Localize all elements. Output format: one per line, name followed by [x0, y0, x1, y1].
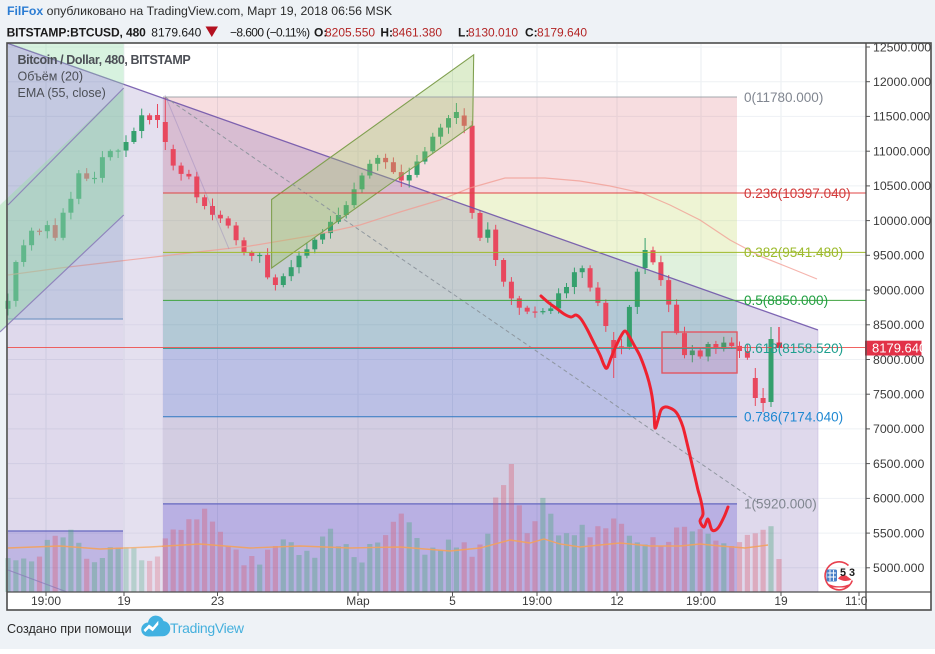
- svg-text:8000.000: 8000.000: [873, 353, 924, 367]
- svg-text:0(11780.000): 0(11780.000): [744, 90, 823, 105]
- svg-text:19:00: 19:00: [686, 594, 716, 608]
- svg-text:0.5(8850.000): 0.5(8850.000): [744, 293, 828, 308]
- svg-text:O:: O:: [314, 26, 327, 40]
- svg-text:5 3: 5 3: [840, 567, 855, 579]
- svg-text:23: 23: [211, 594, 225, 608]
- svg-text:11500.000: 11500.000: [873, 110, 930, 124]
- svg-text:6000.000: 6000.000: [873, 492, 924, 506]
- svg-text:8179.640: 8179.640: [151, 26, 201, 40]
- svg-text:−8.600 (−0.11%): −8.600 (−0.11%): [230, 26, 310, 40]
- svg-text:12: 12: [610, 594, 624, 608]
- svg-text:19: 19: [774, 594, 788, 608]
- svg-text:BITSTAMP:BTCUSD, 480: BITSTAMP:BTCUSD, 480: [7, 26, 147, 40]
- svg-text:8179.640: 8179.640: [537, 26, 587, 40]
- svg-text:8130.010: 8130.010: [468, 26, 518, 40]
- svg-text:12000.000: 12000.000: [873, 75, 931, 89]
- svg-text:19:00: 19:00: [31, 594, 61, 608]
- svg-text:8500.000: 8500.000: [873, 318, 924, 332]
- svg-text:5500.000: 5500.000: [873, 526, 924, 540]
- svg-text:6500.000: 6500.000: [873, 457, 924, 471]
- svg-text:7000.000: 7000.000: [873, 422, 924, 436]
- svg-text:Создано при помощи: Создано при помощи: [7, 622, 132, 636]
- svg-text:19: 19: [117, 594, 131, 608]
- svg-text:0.618(8158.520): 0.618(8158.520): [744, 341, 843, 356]
- svg-text:19:00: 19:00: [522, 594, 552, 608]
- svg-text:8205.550: 8205.550: [325, 26, 375, 40]
- svg-text:7500.000: 7500.000: [873, 388, 924, 402]
- svg-text:9500.000: 9500.000: [873, 249, 924, 263]
- svg-text:5: 5: [449, 594, 456, 608]
- svg-text:11:0: 11:0: [845, 594, 868, 608]
- svg-text:Bitcoin / Dollar, 480, BITSTAM: Bitcoin / Dollar, 480, BITSTAMP: [18, 53, 191, 67]
- svg-text:0.236(10397.040): 0.236(10397.040): [744, 186, 851, 201]
- svg-text:0.382(9541.480): 0.382(9541.480): [744, 245, 843, 260]
- svg-text:1(5920.000): 1(5920.000): [744, 497, 817, 512]
- svg-text:10500.000: 10500.000: [873, 179, 931, 193]
- svg-text:10000.000: 10000.000: [873, 214, 931, 228]
- svg-text:FilFox опубликовано на Trading: FilFox опубликовано на TradingView.com, …: [7, 4, 393, 18]
- svg-text:C:: C:: [525, 26, 538, 40]
- svg-text:EMA (55, close): EMA (55, close): [18, 86, 106, 100]
- svg-text:L:: L:: [458, 26, 469, 40]
- svg-text:8461.380: 8461.380: [392, 26, 442, 40]
- svg-text:0.786(7174.040): 0.786(7174.040): [744, 410, 843, 425]
- svg-text:8179.640: 8179.640: [872, 340, 926, 355]
- svg-text:11000.000: 11000.000: [873, 145, 930, 159]
- svg-text:Объём (20): Объём (20): [18, 70, 84, 84]
- svg-text:TradingView: TradingView: [170, 620, 245, 636]
- svg-text:5000.000: 5000.000: [873, 561, 924, 575]
- svg-text:9000.000: 9000.000: [873, 283, 924, 297]
- svg-text:Мар: Мар: [346, 594, 370, 608]
- svg-text:H:: H:: [380, 26, 393, 40]
